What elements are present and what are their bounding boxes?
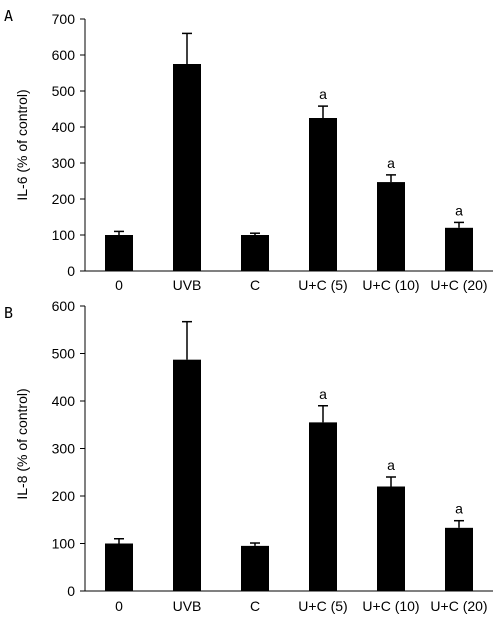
- panel-b-bar-4: [377, 486, 405, 591]
- panel-b-bar-5: [445, 527, 473, 591]
- panel-a-bar-3: [309, 118, 337, 271]
- panel-a-bar-5: [445, 227, 473, 271]
- panel-a-category-label: U+C (10): [362, 277, 419, 293]
- panel-b-y-tick-label: 100: [52, 536, 76, 552]
- panel-b-category-label: U+C (5): [298, 598, 347, 614]
- panel-a-bar-1: [173, 64, 201, 271]
- panel-a-category-label: U+C (5): [298, 277, 347, 293]
- panel-a-category-label: 0: [115, 277, 123, 293]
- panel-b-bar-2: [241, 545, 269, 591]
- panel-a-y-tick-label: 600: [52, 47, 76, 63]
- panel-b-bar-3: [309, 422, 337, 591]
- panel-b-bar-0: [105, 543, 133, 591]
- panel-b-chart: B IL-8 (% of control) 0 100 200 300 400 500 60…: [4, 298, 493, 614]
- panel-a-y-tick-label: 100: [52, 227, 76, 243]
- panel-a-significance-label: a: [455, 202, 463, 218]
- panel-b-y-tick-label: 400: [52, 393, 76, 409]
- panel-a-y-axis-label: IL-6 (% of control): [14, 89, 30, 200]
- panel-a-chart: A IL-6 (% of control) 0 100 200 300 400 500 60…: [4, 7, 493, 293]
- panel-b-significance-label: a: [319, 386, 327, 402]
- panel-a-category-label: UVB: [173, 277, 202, 293]
- panel-a-y-tick-label: 200: [52, 191, 76, 207]
- panel-b-category-label: UVB: [173, 598, 202, 614]
- panel-b-y-axis-label: IL-8 (% of control): [14, 388, 30, 499]
- panel-a-significance-label: a: [319, 86, 327, 102]
- panel-b-y-tick-label: 0: [67, 583, 75, 599]
- panel-a-category-label: U+C (20): [430, 277, 487, 293]
- panel-b-letter: B: [4, 304, 13, 322]
- panel-b-y-tick-label: 500: [52, 346, 76, 362]
- panel-a-significance-label: a: [387, 155, 395, 171]
- panel-a-letter: A: [4, 7, 13, 25]
- panel-b-category-label: U+C (10): [362, 598, 419, 614]
- panel-b-significance-label: a: [455, 501, 463, 517]
- panel-a-y-tick-label: 500: [52, 83, 76, 99]
- panel-b-category-label: 0: [115, 598, 123, 614]
- panel-b-bar-1: [173, 359, 201, 591]
- panel-a-bar-2: [241, 235, 269, 271]
- panel-a-y-tick-label: 300: [52, 155, 76, 171]
- panel-b-y-tick-label: 300: [52, 441, 76, 457]
- panel-a-y-tick-label: 700: [52, 11, 76, 27]
- panel-b-y-tick-label: 200: [52, 488, 76, 504]
- panel-b-y-tick-label: 600: [52, 298, 76, 314]
- panel-a-bar-4: [377, 182, 405, 271]
- panel-a-category-label: C: [250, 277, 260, 293]
- panel-a-bar-0: [105, 235, 133, 271]
- panel-b-category-label: U+C (20): [430, 598, 487, 614]
- panel-a-y-tick-label: 0: [67, 263, 75, 279]
- panel-b-category-label: C: [250, 598, 260, 614]
- panel-a-y-tick-label: 400: [52, 119, 76, 135]
- panel-b-significance-label: a: [387, 457, 395, 473]
